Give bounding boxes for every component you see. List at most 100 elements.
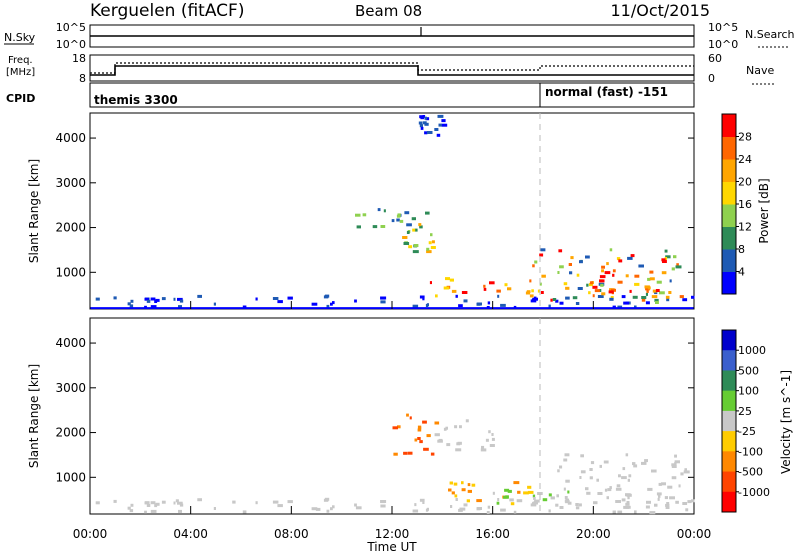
power-cell (644, 285, 650, 289)
vel-cell (315, 507, 321, 511)
vel-cell (627, 478, 630, 482)
power-cell (563, 282, 568, 286)
power-cell (555, 299, 559, 303)
vel-cell (633, 464, 638, 468)
vel-cell (197, 498, 202, 502)
vel-cell (481, 445, 485, 449)
power-patch (589, 270, 660, 299)
power-cell (411, 217, 416, 221)
x-tick-label: 16:00 (475, 527, 510, 541)
vel-cell (287, 500, 293, 504)
power-cell (144, 297, 149, 301)
vel-cell (507, 489, 512, 493)
power-cell (377, 208, 381, 212)
power-cell (592, 285, 598, 289)
vel-cell (466, 499, 470, 503)
vel-cell (417, 437, 421, 440)
power-cell (424, 131, 428, 135)
vel-patch (492, 488, 572, 505)
power-cell (616, 257, 621, 261)
vel-cell (567, 490, 570, 494)
power-cell (497, 294, 500, 298)
power-cell (150, 297, 156, 301)
vel-cell (604, 488, 608, 492)
power-cell (507, 287, 512, 291)
freq-label-2: [MHz] (6, 67, 35, 78)
vel-cell (575, 506, 580, 510)
vel-cell (311, 507, 318, 511)
x-tick-label: 00:00 (73, 527, 108, 541)
power-cell (451, 289, 457, 293)
vel-cell (564, 453, 570, 457)
power-cell (426, 250, 432, 254)
power-cell (665, 295, 670, 299)
vel-cell (671, 463, 676, 467)
nsky-panel: N.Sky 10^5 10^0 10^5 10^0 N.Search (4, 21, 795, 51)
vel-cell (656, 492, 662, 496)
vel-cell (459, 507, 466, 511)
power-cell (441, 119, 446, 123)
vel-cell (437, 439, 443, 443)
vel-cell (467, 489, 472, 493)
power-cell (634, 274, 640, 278)
vel-cell (409, 416, 412, 420)
vel-cell (685, 508, 689, 512)
vel-cell (513, 510, 517, 514)
power-cell (651, 295, 658, 299)
vel-cell (616, 484, 621, 488)
vel-cell (622, 467, 626, 471)
vel-cell (144, 510, 147, 514)
power-cell (179, 299, 184, 303)
velocity-colorbar-segment (722, 390, 736, 412)
vel-cell (422, 501, 425, 504)
power-cell (641, 298, 646, 302)
velocity-panel: 1000 2000 3000 4000 Slant Range [km] (27, 317, 695, 515)
vel-cell (599, 464, 602, 468)
vel-cell (173, 501, 176, 505)
vel-patch (95, 497, 695, 515)
vel-cell (488, 430, 491, 434)
vel-cell (666, 502, 670, 505)
vel-cell (504, 488, 510, 492)
power-cell (380, 225, 386, 228)
vel-cell (603, 460, 609, 464)
vel-cell (179, 503, 184, 507)
power-cell (534, 296, 537, 300)
power-cell (548, 304, 551, 308)
power-cell (638, 264, 644, 268)
power-cell (627, 256, 633, 260)
vel-cell (451, 491, 455, 495)
cpid-mode-2: normal (fast) -151 (545, 85, 668, 99)
power-patches (90, 114, 695, 310)
vel-cell (242, 510, 247, 514)
velocity-colorbar-tick: 100 (738, 385, 759, 398)
power-cell (604, 271, 611, 275)
power-cell (645, 301, 650, 305)
vel-cell (463, 503, 468, 507)
power-cell (658, 291, 665, 295)
nave-line (90, 62, 694, 74)
power-cell (418, 223, 422, 227)
power-cell (424, 122, 429, 126)
vel-cell (665, 506, 670, 509)
power-cell (438, 123, 442, 127)
power-cell (408, 245, 413, 249)
power-cell (449, 278, 454, 282)
x-axis-ticks: 00:00 04:00 08:00 12:00 16:00 20:00 00:00 (73, 301, 711, 541)
power-cell (213, 302, 216, 306)
vel-cell (130, 503, 134, 507)
power-cell (569, 271, 573, 275)
vel-cell (596, 478, 599, 482)
power-cell (586, 283, 589, 287)
beam-title: Beam 08 (355, 2, 422, 20)
vel-cell (412, 509, 419, 513)
vel-cell (423, 447, 429, 451)
power-cell (664, 257, 668, 260)
vel-cell (579, 476, 582, 479)
power-cell (655, 301, 659, 304)
power-cell (424, 116, 427, 120)
vel-cell (548, 509, 551, 513)
power-colorbar-tick: 20 (738, 176, 752, 189)
power-cell (617, 280, 623, 284)
power-colorbar-segment (722, 136, 736, 160)
